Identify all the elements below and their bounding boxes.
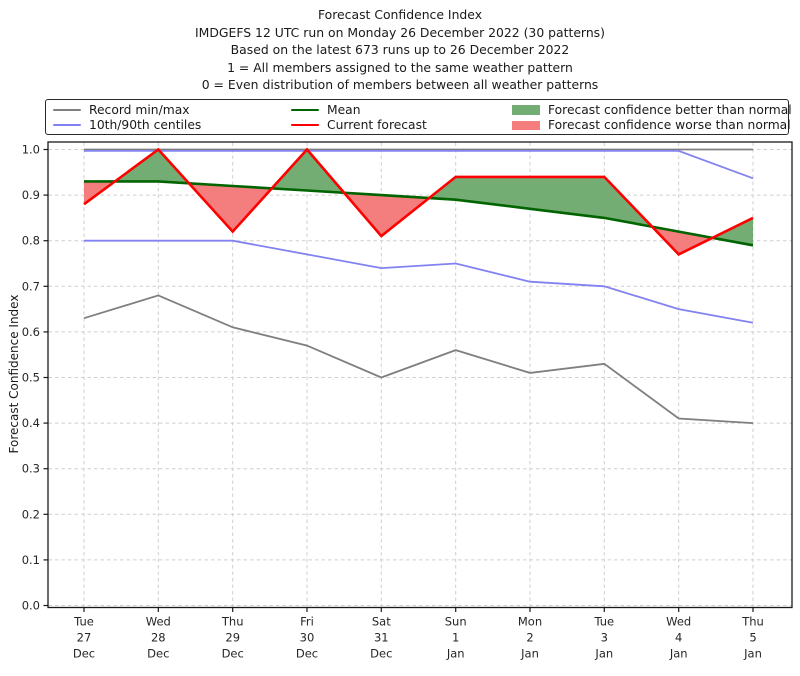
y-tick-label: 1.0 (22, 143, 40, 157)
x-tick-label-day: Wed (146, 615, 171, 629)
y-tick-label: 0.1 (22, 553, 40, 567)
x-tick-label-day: Tue (73, 615, 94, 629)
legend-entry: Forecast confidence better than normal (512, 102, 792, 118)
y-tick-label: 0.6 (22, 325, 40, 339)
fill-worse-than-normal (84, 181, 713, 255)
x-tick-label-date: 29 (225, 631, 240, 645)
legend-patch-swatch (512, 120, 540, 130)
legend-patch-swatch (512, 105, 540, 115)
x-tick-label-day: Mon (518, 615, 542, 629)
y-tick-label: 0.0 (22, 599, 40, 613)
legend-entry-label: Record min/max (89, 102, 190, 117)
x-tick-label-day: Thu (221, 615, 244, 629)
x-tick-label-day: Tue (593, 615, 614, 629)
x-tick-label-day: Sat (372, 615, 391, 629)
legend-entry-label: 10th/90th centiles (89, 118, 202, 133)
x-tick-label-date: 3 (601, 631, 608, 645)
y-tick-label: 0.5 (22, 371, 40, 385)
x-tick-label-date: 27 (77, 631, 92, 645)
axes-spines (47, 141, 793, 609)
y-tick-label: 0.4 (22, 416, 40, 430)
x-tick-label-month: Dec (147, 647, 169, 661)
series-line-mean (84, 180, 754, 247)
x-tick-label-date: 28 (151, 631, 166, 645)
x-tick-label-day: Sun (445, 615, 467, 629)
chart-title-line-5: 0 = Even distribution of members between… (201, 77, 599, 93)
legend-entry-label: Forecast confidence worse than normal (548, 118, 791, 133)
legend-entry-label: Current forecast (327, 118, 427, 133)
legend-column-1: Record min/max 10th/90th centiles (53, 102, 201, 133)
y-tick-label: 0.3 (22, 462, 40, 476)
chart-title-line-4: 1 = All members assigned to the same wea… (227, 59, 573, 75)
legend-entry: Current forecast (291, 118, 427, 134)
x-tick-label-date: 5 (749, 631, 756, 645)
x-tick-label-date: 4 (675, 631, 682, 645)
x-tick-label-month: Dec (296, 647, 318, 661)
series-line-10th-centile (84, 239, 754, 324)
x-tick-label-date: 30 (300, 631, 315, 645)
x-tick-label-date: 2 (526, 631, 533, 645)
series-line-current-forecast (83, 147, 754, 256)
x-tick-label-month: Jan (594, 647, 613, 661)
legend-entry: 10th/90th centiles (53, 118, 201, 134)
chart-title-block: Forecast Confidence Index IMDGEFS 12 UTC … (0, 6, 800, 94)
legend-entry-label: Mean (327, 102, 361, 117)
x-tick-label-month: Jan (743, 647, 762, 661)
legend-entry: Record min/max (53, 102, 201, 118)
x-tick-label-month: Dec (222, 647, 244, 661)
y-tick-label: 0.8 (22, 234, 40, 248)
x-tick-label-day: Wed (666, 615, 691, 629)
legend-entry-label: Forecast confidence better than normal (548, 102, 792, 117)
y-tick-label: 0.2 (22, 507, 40, 521)
series-line-90th-centile (84, 149, 754, 180)
x-tick-label-month: Jan (446, 647, 465, 661)
chart-title-line-2: IMDGEFS 12 UTC run on Monday 26 December… (195, 24, 605, 40)
x-tick-label-day: Thu (741, 615, 764, 629)
x-tick-label-day: Fri (300, 615, 314, 629)
x-tick-label-month: Jan (669, 647, 688, 661)
x-tick-label-date: 31 (374, 631, 389, 645)
legend-line-swatch (53, 124, 81, 127)
x-tick-label-month: Dec (370, 647, 392, 661)
legend-column-3: Forecast confidence better than normal Fo… (512, 102, 792, 133)
x-tick-label-month: Jan (520, 647, 539, 661)
series-line-record-min (83, 294, 754, 424)
legend-column-2: Mean Current forecast (291, 102, 427, 133)
y-tick-label: 0.9 (22, 188, 40, 202)
legend-entry: Forecast confidence worse than normal (512, 118, 792, 134)
chart-title-line-3: Based on the latest 673 runs up to 26 De… (230, 42, 570, 58)
chart-title-line-1: Forecast Confidence Index (317, 7, 483, 22)
legend: Record min/max 10th/90th centiles Mean Curr… (45, 99, 792, 135)
legend-line-swatch (291, 108, 319, 111)
x-tick-label-date: 1 (452, 631, 459, 645)
y-tick-label: 0.7 (22, 279, 40, 293)
x-tick-label-month: Dec (73, 647, 95, 661)
legend-line-swatch (291, 124, 319, 127)
legend-entry: Mean (291, 102, 427, 118)
legend-line-swatch (53, 108, 81, 111)
